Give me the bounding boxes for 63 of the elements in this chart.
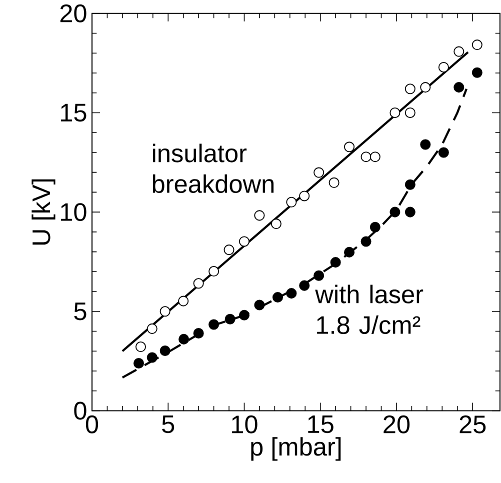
point (438, 62, 449, 73)
y-tick-label: 0 (74, 402, 86, 420)
point (224, 244, 234, 256)
x-axis-title: p [mbar] (251, 437, 341, 461)
point (208, 319, 220, 330)
point (330, 257, 341, 268)
point (272, 292, 283, 303)
annotation: with laser 1.8 J/cm² (315, 284, 424, 334)
point (360, 152, 372, 162)
point (390, 206, 400, 218)
y-tick-label: 20 (60, 4, 86, 23)
point (178, 296, 189, 306)
point (299, 190, 310, 202)
point (146, 324, 158, 334)
point (254, 210, 265, 221)
point (238, 236, 250, 247)
point (344, 142, 355, 152)
x-tick-label: 15 (308, 416, 334, 434)
point (390, 108, 400, 118)
point (286, 197, 297, 208)
point (160, 346, 170, 356)
point (193, 278, 204, 289)
point (420, 82, 431, 93)
point (146, 352, 158, 363)
point (404, 84, 416, 94)
y-tick-label: 15 (61, 104, 86, 122)
point (472, 40, 482, 50)
point (328, 178, 340, 188)
point (420, 139, 431, 150)
point (208, 266, 220, 277)
point (438, 147, 449, 158)
point (454, 82, 464, 93)
point (370, 222, 380, 233)
point (299, 280, 310, 291)
point (160, 306, 170, 317)
point (224, 314, 236, 325)
point (135, 342, 146, 352)
point (238, 310, 250, 321)
point (360, 236, 372, 247)
y-axis-title: U [kV] (32, 180, 56, 245)
x-tick-label: 5 (162, 416, 174, 434)
x-tick-label: 25 (460, 416, 486, 434)
point (314, 270, 324, 282)
x-tick-label: 0 (86, 416, 98, 434)
point (133, 358, 144, 369)
point (193, 328, 204, 339)
point (454, 46, 464, 57)
point (286, 288, 297, 299)
point (178, 334, 190, 345)
point (370, 152, 380, 162)
point (344, 247, 355, 258)
point (270, 218, 282, 230)
point (404, 180, 416, 190)
x-tick-label: 10 (232, 416, 258, 434)
y-tick-label: 5 (74, 302, 86, 320)
point (404, 108, 416, 118)
point (404, 206, 416, 218)
x-tick-label: 20 (384, 416, 410, 434)
point (472, 67, 482, 78)
point (254, 300, 265, 310)
annotation: insulator breakdown (152, 144, 274, 194)
y-tick-label: 10 (61, 203, 86, 222)
point (314, 167, 324, 178)
